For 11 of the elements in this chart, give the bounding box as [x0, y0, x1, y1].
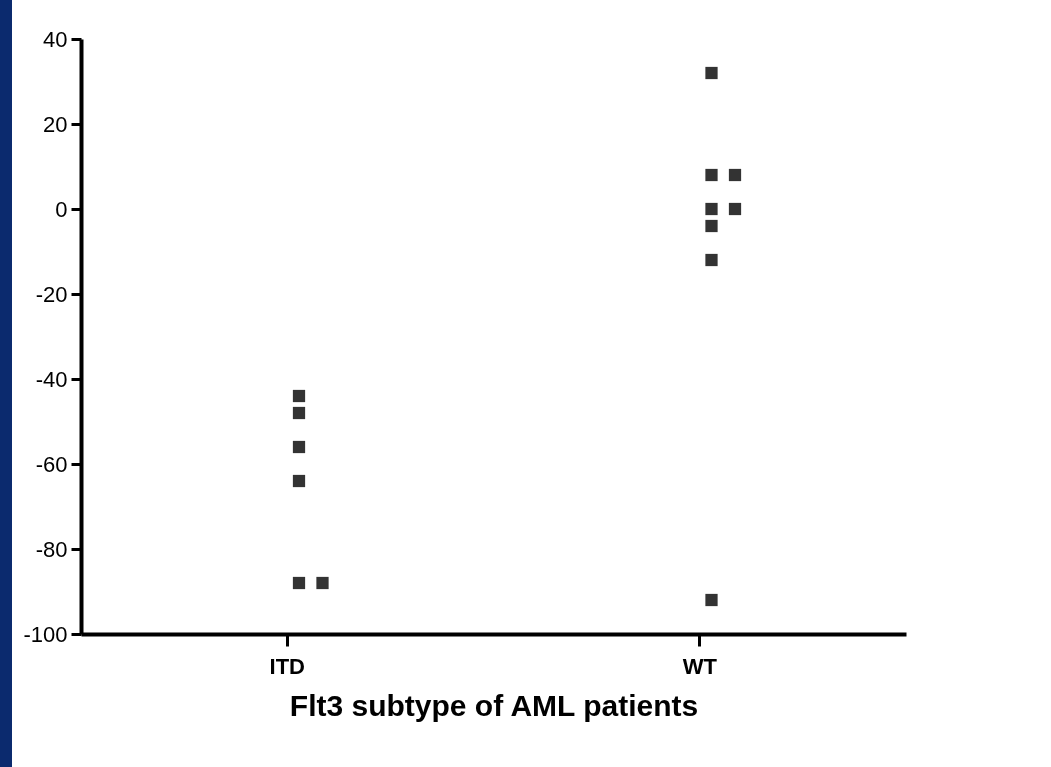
- y-tick-label: 40: [43, 26, 68, 52]
- x-tick-label: ITD: [269, 653, 305, 679]
- y-tick-label: -20: [35, 281, 68, 307]
- y-tick-label: 0: [55, 196, 68, 222]
- x-tick-label: WT: [682, 653, 718, 679]
- y-tick-label: -60: [35, 451, 68, 477]
- y-tick-label: -80: [35, 536, 68, 562]
- y-tick-label: -100: [23, 621, 68, 647]
- y-tick-label: -40: [35, 366, 68, 392]
- y-tick-label: 20: [43, 111, 68, 137]
- x-axis-title: Flt3 subtype of AML patients: [289, 688, 699, 722]
